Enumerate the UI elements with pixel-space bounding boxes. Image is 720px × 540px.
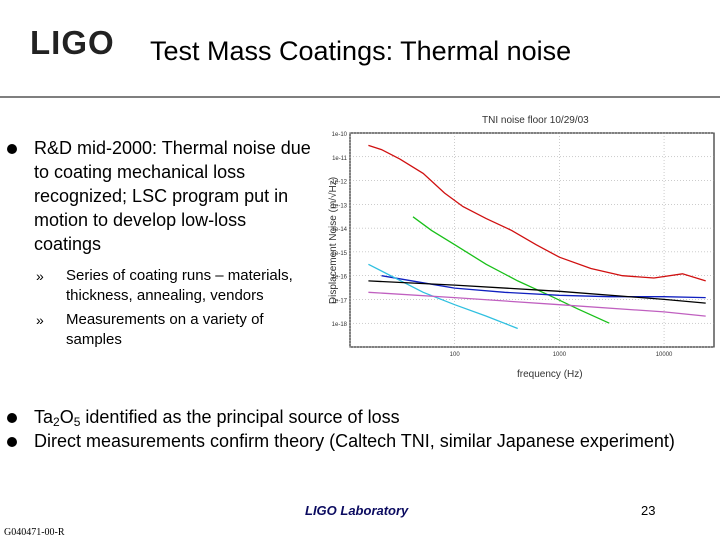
y-tick-label: 1e-14: [332, 227, 348, 233]
formula-subscript: 5: [73, 415, 81, 429]
sub-bullet-list: » Series of coating runs – materials, th…: [6, 266, 316, 350]
ligo-logo: LIGO: [30, 24, 115, 61]
top-bullet-list: R&D mid-2000: Thermal noise due to coati…: [6, 136, 316, 354]
document-id: G040471-00-R: [4, 527, 65, 538]
plot-title: TNI noise floor 10/29/03: [482, 115, 589, 126]
formula-subscript: 2: [53, 415, 60, 429]
bullet-text: Direct measurements confirm theory (Calt…: [34, 431, 675, 451]
bullet-dot-icon: [7, 413, 17, 423]
plot-x-axis-label: frequency (Hz): [517, 369, 583, 380]
y-tick-label: 1e-17: [332, 298, 348, 304]
bullet-item: Ta2O5 identified as the principal source…: [6, 405, 706, 429]
plot-frame: [349, 132, 715, 348]
formula-part: O: [59, 407, 74, 427]
noise-floor-plot: TNI noise floor 10/29/03 Displacement No…: [322, 115, 720, 385]
y-tick-label: 1e-15: [332, 251, 348, 257]
y-tick-label: 1e-18: [332, 322, 348, 328]
series-line-4: [368, 280, 706, 304]
plot-canvas: 1e-10 1e-11 1e-12 1e-13 1e-14 1e-15 1e-16 1e-17…: [332, 132, 715, 358]
formula-part: Ta: [34, 407, 54, 427]
bullet-dot-icon: [7, 437, 17, 447]
bullet-text: R&D mid-2000: Thermal noise due to coati…: [34, 138, 311, 254]
sub-bullet-text: Measurements on a variety of samples: [66, 311, 264, 348]
x-tick-label: 100: [450, 352, 461, 358]
sub-bullet-text: Series of coating runs – materials, thic…: [66, 267, 293, 304]
y-tick-label: 1e-10: [332, 132, 348, 138]
series-line-1: [412, 216, 610, 324]
series-line-0: [368, 144, 706, 282]
y-tick-label: 1e-16: [332, 275, 348, 281]
x-tick-label: 10000: [656, 352, 673, 358]
bullet-item: R&D mid-2000: Thermal noise due to coati…: [6, 136, 316, 256]
sub-bullet-marker: »: [36, 268, 44, 284]
bottom-bullet-list: Ta2O5 identified as the principal source…: [6, 405, 706, 453]
bullet-text: Ta2O5 identified as the principal source…: [34, 407, 400, 429]
sub-bullet-marker: »: [36, 312, 44, 328]
formula-part: identified as the principal source of lo…: [80, 407, 400, 427]
sub-bullet-item: » Measurements on a variety of samples: [36, 310, 316, 350]
y-tick-label: 1e-12: [332, 180, 348, 186]
footer-lab-name: LIGO Laboratory: [305, 503, 409, 518]
bullet-item: Direct measurements confirm theory (Calt…: [6, 429, 706, 453]
y-tick-label: 1e-13: [332, 203, 348, 209]
slide-title: Test Mass Coatings: Thermal noise: [150, 36, 572, 66]
page-number: 23: [641, 503, 656, 518]
x-tick-label: 1000: [553, 352, 567, 358]
title-divider: [0, 96, 720, 98]
y-tick-label: 1e-11: [332, 156, 348, 162]
bullet-dot-icon: [7, 144, 17, 154]
sub-bullet-item: » Series of coating runs – materials, th…: [36, 266, 316, 306]
series-line-5: [368, 291, 706, 317]
